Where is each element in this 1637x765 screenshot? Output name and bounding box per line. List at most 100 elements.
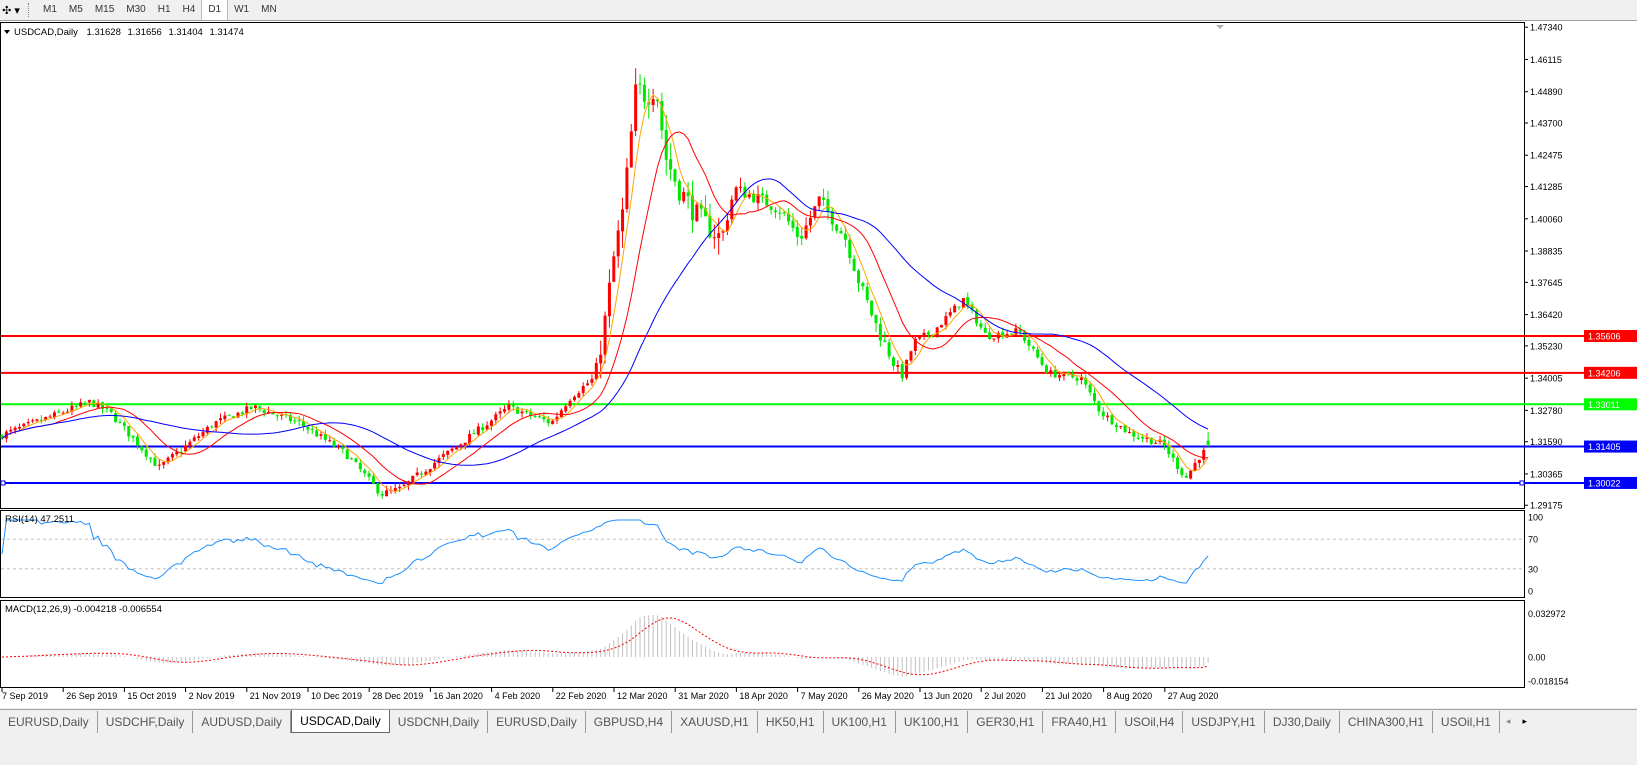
candle-body [559,410,563,417]
candle-body [205,426,209,433]
candle [236,411,240,419]
tab-scroll-left-icon[interactable]: ◂ [1505,716,1511,726]
candle [695,201,699,222]
candle-body [323,434,327,440]
candle-body [498,411,502,414]
tab-usoil-h4[interactable]: USOil,H4 [1116,711,1184,733]
candle-body [306,426,310,430]
candle [538,414,542,419]
price-tick-label: 1.42475 [1530,151,1563,161]
candle [52,410,56,420]
timeframe-m1[interactable]: M1 [43,4,57,15]
candle-body [70,405,74,412]
candle-body [817,196,821,207]
toolbar-grip[interactable] [28,3,34,17]
tab-fra40-h1[interactable]: FRA40,H1 [1043,711,1117,733]
candle-body [459,444,463,447]
candle [730,195,734,225]
timeframe-w1[interactable]: W1 [234,4,250,15]
timeframe-m30[interactable]: M30 [126,4,146,15]
candle [197,432,201,441]
candle-body [651,99,655,106]
candle [739,177,743,193]
candle [262,408,266,417]
candle [1123,424,1127,434]
candle [795,220,799,246]
timeframe-h1[interactable]: H1 [157,4,171,15]
line-handle-icon[interactable] [1519,480,1525,486]
tab-hk50-h1[interactable]: HK50,H1 [758,711,824,733]
tab-ger30-h1[interactable]: GER30,H1 [968,711,1044,733]
candle [769,205,773,215]
candle [79,398,83,408]
tab-uk100-h1[interactable]: UK100,H1 [824,711,896,733]
timeframe-h4[interactable]: H4 [182,4,196,15]
tab-uk100-h1[interactable]: UK100,H1 [896,711,969,733]
timeframe-m15[interactable]: M15 [94,4,115,15]
tab-dj30-daily[interactable]: DJ30,Daily [1265,711,1340,733]
timeframe-m5[interactable]: M5 [68,4,83,15]
candle [686,182,690,209]
candle-body [669,159,673,170]
timeframe-mn[interactable]: MN [261,4,277,15]
candle [1171,449,1175,463]
crosshair-dropdown-icon[interactable]: ✣ ▾ [2,4,20,17]
tab-gbpusd-h4[interactable]: GBPUSD,H4 [586,711,673,733]
candle-body [1018,329,1022,332]
candle-body [328,440,332,442]
tab-usoil-h1[interactable]: USOil,H1 [1433,711,1500,733]
rsi-tick-label: 30 [1528,564,1538,574]
candle [406,480,410,491]
chart-window[interactable]: 1.47340 1.46115 1.44890 1.43700 1.42475 1.412… [0,0,1637,708]
tab-usdcnh-daily[interactable]: USDCNH,Daily [390,711,489,733]
tab-audusd-daily[interactable]: AUDUSD,Daily [193,711,292,733]
tab-xauusd-h1[interactable]: XAUUSD,H1 [672,711,758,733]
candle-body [454,446,458,450]
candle-body [690,195,694,221]
candle-body [236,412,240,418]
tab-usdcad-daily[interactable]: USDCAD,Daily [291,710,390,733]
tab-scroll-right-icon[interactable]: ▸ [1522,716,1527,726]
candle-body [367,473,371,477]
candle [664,115,668,176]
candle [542,412,546,423]
candle [1079,372,1083,385]
candle [629,124,633,168]
line-handle-icon[interactable] [0,480,6,486]
candle [1145,433,1149,443]
candle-body [577,393,581,398]
candle [253,404,257,413]
macd-signal-line [1,617,1209,676]
candle-body [345,449,349,460]
candle [476,423,480,437]
rsi-pane [0,510,1525,598]
timeframe-d1[interactable]: D1 [201,0,229,20]
tab-usdjpy-h1[interactable]: USDJPY,H1 [1183,711,1265,733]
shift-marker-icon[interactable] [1216,25,1224,29]
candle [481,423,485,435]
candle [446,450,450,459]
candle-body [1036,349,1040,358]
candle [673,168,677,187]
candle-body [468,433,472,444]
candle [586,379,590,386]
candle [1119,425,1123,430]
candle [1062,371,1066,381]
candle-body [852,258,856,271]
candle-body [83,402,87,404]
tab-eurusd-daily[interactable]: EURUSD,Daily [488,711,586,733]
candle-body [918,335,922,339]
date-tick-label: 28 Dec 2019 [372,691,423,701]
candle [31,418,35,423]
tab-usdchf-daily[interactable]: USDCHF,Daily [98,711,194,733]
tab-eurusd-daily[interactable]: EURUSD,Daily [0,711,98,733]
candle-body [131,435,135,438]
candle-body [822,197,826,200]
collapse-triangle-icon[interactable] [4,30,10,34]
macd-tick-label: 0.032972 [1528,609,1566,619]
candle [114,409,118,424]
candle [1031,345,1035,352]
candle-body [210,426,214,428]
candle-body [992,338,996,340]
tab-china300-h1[interactable]: CHINA300,H1 [1340,711,1433,733]
